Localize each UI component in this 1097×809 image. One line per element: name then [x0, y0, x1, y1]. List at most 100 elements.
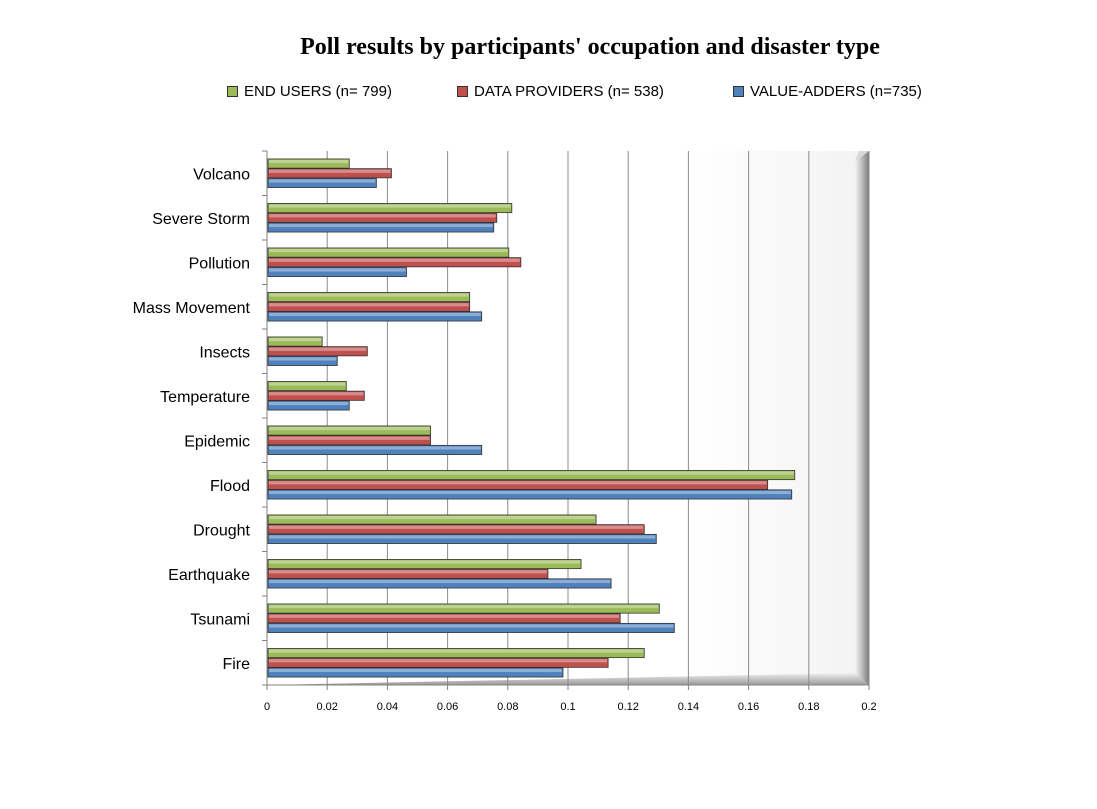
- bar: [267, 568, 549, 579]
- bar-highlight: [269, 293, 469, 297]
- bar: [267, 479, 769, 490]
- y-tick-label: Temperature: [160, 389, 250, 406]
- y-tick-label: Fire: [222, 656, 250, 673]
- bar: [267, 390, 365, 401]
- x-tick-label: 0.08: [497, 701, 518, 713]
- y-tick-label: Tsunami: [190, 611, 250, 628]
- bar-highlight: [269, 668, 562, 673]
- bar-highlight: [269, 159, 349, 164]
- bar-highlight: [269, 357, 337, 361]
- bar: [267, 346, 368, 357]
- legend-swatch-data-providers: [457, 86, 468, 97]
- legend-item-value-adders: VALUE-ADDERS (n=735): [733, 83, 922, 100]
- bar-highlight: [269, 382, 346, 386]
- y-tick-label: Epidemic: [184, 433, 250, 450]
- bar: [267, 311, 483, 322]
- bar: [267, 257, 522, 268]
- bar: [267, 667, 564, 678]
- bar-highlight: [269, 169, 391, 173]
- bar-highlight: [269, 515, 596, 520]
- x-tick-label: 0.06: [437, 701, 458, 713]
- bar-highlight: [269, 401, 349, 406]
- y-tick-label: Volcano: [193, 166, 250, 183]
- bar: [267, 177, 377, 188]
- bar-highlight: [269, 312, 481, 317]
- legend-swatch-value-adders: [733, 86, 744, 97]
- legend-label-end-users: END USERS (n= 799): [244, 83, 392, 100]
- bar-highlight: [269, 570, 547, 574]
- chart-title: Poll results by participants' occupation…: [300, 34, 880, 60]
- bar-highlight: [269, 614, 620, 618]
- bar: [267, 648, 645, 659]
- bar: [267, 514, 597, 525]
- x-tick-label: 0.16: [738, 701, 759, 713]
- bar: [267, 613, 621, 624]
- bar-highlight: [269, 268, 406, 272]
- x-tick-label: 0.12: [617, 701, 638, 713]
- plot-top-edge: [855, 151, 869, 161]
- bar-highlight: [269, 535, 656, 539]
- legend-label-value-adders: VALUE-ADDERS (n=735): [750, 83, 922, 100]
- bar-highlight: [269, 604, 659, 609]
- bar-highlight: [269, 248, 508, 253]
- bar-highlight: [269, 204, 511, 208]
- bar-highlight: [269, 624, 674, 628]
- bar: [267, 603, 660, 614]
- bar: [267, 212, 498, 223]
- y-tick-label: Pollution: [189, 255, 250, 272]
- x-tick-label: 0: [264, 701, 270, 713]
- bar: [267, 355, 338, 366]
- bar: [267, 168, 392, 179]
- y-tick-label: Insects: [199, 344, 250, 361]
- bar: [267, 425, 431, 436]
- x-tick-label: 0.2: [861, 701, 876, 713]
- bar-highlight: [269, 392, 364, 396]
- bar-highlight: [269, 214, 496, 218]
- bar: [267, 559, 582, 570]
- bar-highlight: [269, 560, 581, 564]
- bar-highlight: [269, 649, 644, 653]
- bar-highlight: [269, 426, 430, 431]
- bar: [267, 444, 483, 455]
- x-tick-label: 0.18: [798, 701, 819, 713]
- bar: [267, 266, 407, 277]
- bar-highlight: [269, 481, 767, 485]
- bar-highlight: [269, 579, 611, 584]
- bar: [267, 524, 645, 535]
- bar: [267, 301, 471, 312]
- bar: [267, 336, 323, 347]
- bar: [267, 622, 675, 633]
- bar-highlight: [269, 490, 791, 495]
- bar-highlight: [269, 337, 322, 342]
- x-tick-label: 0.14: [678, 701, 699, 713]
- bar: [267, 470, 796, 481]
- bar-highlight: [269, 258, 520, 262]
- bar: [267, 203, 513, 214]
- y-tick-label: Severe Storm: [152, 211, 250, 228]
- bar: [267, 657, 609, 668]
- bar-highlight: [269, 446, 481, 450]
- y-tick-label: Drought: [193, 522, 250, 539]
- legend-label-data-providers: DATA PROVIDERS (n= 538): [474, 83, 664, 100]
- legend: END USERS (n= 799) DATA PROVIDERS (n= 53…: [0, 83, 1097, 103]
- bar: [267, 381, 347, 392]
- bar: [267, 489, 793, 500]
- bar: [267, 533, 657, 544]
- bar-highlight: [269, 223, 493, 228]
- legend-swatch-end-users: [227, 86, 238, 97]
- bar: [267, 400, 350, 411]
- bar-highlight: [269, 347, 367, 351]
- bar: [267, 247, 510, 258]
- bar-highlight: [269, 436, 430, 440]
- bar-highlight: [269, 659, 608, 663]
- legend-item-data-providers: DATA PROVIDERS (n= 538): [457, 83, 664, 100]
- bar-highlight: [269, 179, 376, 183]
- x-tick-label: 0.02: [316, 701, 337, 713]
- y-tick-label: Flood: [210, 478, 250, 495]
- bar: [267, 578, 612, 589]
- bar: [267, 158, 350, 169]
- bar-highlight: [269, 303, 469, 307]
- bar-highlight: [269, 525, 644, 529]
- x-tick-label: 0.04: [377, 701, 398, 713]
